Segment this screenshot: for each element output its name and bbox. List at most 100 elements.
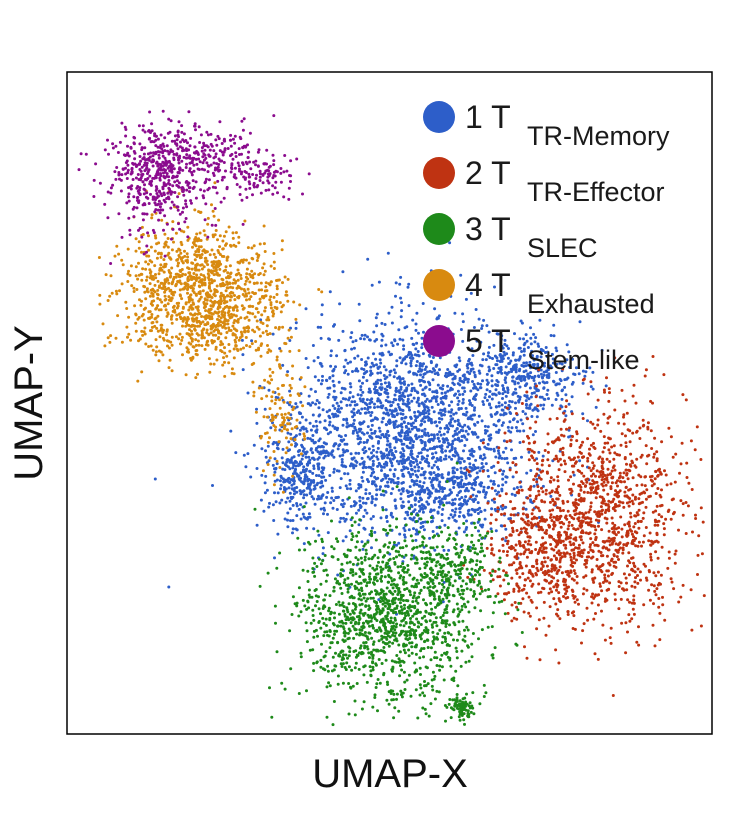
cluster-1-point bbox=[346, 472, 350, 476]
cluster-1-point bbox=[578, 320, 582, 324]
cluster-1-point bbox=[379, 361, 383, 365]
cluster-1-point bbox=[278, 501, 282, 505]
cluster-3-point bbox=[319, 562, 323, 566]
cluster-2-point bbox=[537, 582, 541, 586]
cluster-3-point bbox=[348, 560, 352, 564]
cluster-3-point bbox=[358, 628, 362, 632]
cluster-2-point bbox=[559, 525, 563, 529]
cluster-2-point bbox=[512, 513, 516, 517]
cluster-2-point bbox=[534, 420, 538, 424]
cluster-1-point bbox=[430, 509, 433, 513]
cluster-2-point bbox=[603, 441, 607, 445]
cluster-1-point bbox=[242, 453, 246, 457]
cluster-1-point bbox=[447, 471, 451, 475]
cluster-1-point bbox=[370, 456, 374, 459]
cluster-1-point bbox=[472, 488, 476, 491]
cluster-1-point bbox=[437, 473, 441, 477]
cluster-2-point bbox=[640, 491, 644, 495]
cluster-2-point bbox=[535, 480, 539, 484]
cluster-1-point bbox=[541, 484, 545, 488]
cluster-1-point bbox=[363, 446, 367, 450]
cluster-1-point bbox=[305, 429, 309, 433]
cluster-1-point bbox=[340, 458, 344, 461]
cluster-1-point bbox=[368, 390, 372, 394]
cluster-1-point bbox=[490, 384, 494, 388]
cluster-1-point bbox=[413, 353, 417, 357]
cluster-1-point bbox=[286, 449, 290, 453]
cluster-1-point bbox=[384, 508, 388, 512]
cluster-1-point bbox=[416, 415, 420, 419]
cluster-3-point bbox=[389, 569, 393, 573]
cluster-1-point bbox=[440, 444, 444, 448]
cluster-1-point bbox=[446, 441, 450, 445]
cluster-2-point bbox=[581, 531, 585, 535]
cluster-2-point bbox=[613, 592, 617, 596]
cluster-2-point bbox=[565, 586, 569, 590]
cluster-1-point bbox=[400, 429, 404, 433]
cluster-1-point bbox=[441, 384, 445, 388]
cluster-1-point bbox=[403, 431, 407, 435]
cluster-1-point bbox=[497, 418, 501, 422]
cluster-2-point bbox=[695, 425, 699, 429]
cluster-2-point bbox=[608, 437, 612, 441]
cluster-3-point bbox=[324, 617, 328, 621]
cluster-1-point bbox=[495, 410, 499, 414]
cluster-3-point bbox=[419, 578, 423, 582]
cluster-2-point bbox=[699, 624, 703, 628]
cluster-1-point bbox=[411, 472, 415, 476]
cluster-1-point bbox=[394, 440, 398, 444]
cluster-1-point bbox=[499, 413, 503, 417]
cluster-1-point bbox=[365, 511, 369, 515]
cluster-3-point bbox=[402, 599, 405, 602]
cluster-1-point bbox=[477, 529, 480, 533]
cluster-2-point bbox=[582, 587, 586, 591]
cluster-1-point bbox=[400, 417, 404, 421]
cluster-2-point bbox=[702, 594, 706, 598]
cluster-2-point bbox=[638, 437, 642, 440]
cluster-1-point bbox=[408, 441, 412, 445]
cluster-2-point bbox=[590, 570, 594, 574]
cluster-1-point bbox=[419, 411, 423, 415]
cluster-1-point bbox=[435, 395, 439, 399]
cluster-1-point bbox=[383, 473, 387, 477]
cluster-1-point bbox=[361, 501, 365, 505]
cluster-3-point bbox=[333, 632, 336, 636]
cluster-1-point bbox=[443, 523, 447, 527]
cluster-3-point bbox=[350, 538, 354, 542]
cluster-3-point bbox=[405, 570, 409, 574]
cluster-1-point bbox=[464, 297, 468, 301]
cluster-1-point bbox=[418, 496, 422, 500]
cluster-1-point bbox=[409, 352, 413, 356]
cluster-2-point bbox=[556, 506, 559, 510]
cluster-1-point bbox=[357, 379, 361, 383]
cluster-1-point bbox=[402, 526, 406, 530]
cluster-3-point bbox=[416, 716, 420, 720]
cluster-2-point bbox=[622, 543, 626, 547]
cluster-2-point bbox=[581, 541, 585, 545]
cluster-2-point bbox=[572, 482, 575, 486]
cluster-1-point bbox=[456, 369, 460, 373]
cluster-3-point bbox=[446, 655, 450, 659]
cluster-1-point bbox=[460, 457, 464, 461]
cluster-1-point bbox=[484, 491, 488, 494]
cluster-2-point bbox=[558, 565, 562, 569]
cluster-3-point bbox=[375, 579, 379, 583]
cluster-2-point bbox=[489, 521, 493, 525]
cluster-3-point bbox=[472, 543, 476, 547]
cluster-2-point bbox=[575, 506, 579, 510]
cluster-1-point bbox=[492, 482, 496, 486]
cluster-2-point bbox=[629, 515, 633, 519]
cluster-3-point bbox=[442, 678, 446, 682]
cluster-1-point bbox=[422, 528, 426, 532]
cluster-1-point bbox=[330, 489, 334, 493]
cluster-1-point bbox=[414, 538, 418, 542]
cluster-3-point bbox=[414, 636, 418, 640]
cluster-2-point bbox=[620, 621, 624, 625]
cluster-1-point bbox=[318, 420, 322, 424]
cluster-2-point bbox=[525, 591, 529, 595]
cluster-1-point bbox=[316, 481, 320, 485]
cluster-1-point bbox=[388, 373, 392, 377]
cluster-1-point bbox=[428, 536, 432, 540]
cluster-1-point bbox=[471, 454, 475, 458]
cluster-2-point bbox=[576, 553, 580, 557]
